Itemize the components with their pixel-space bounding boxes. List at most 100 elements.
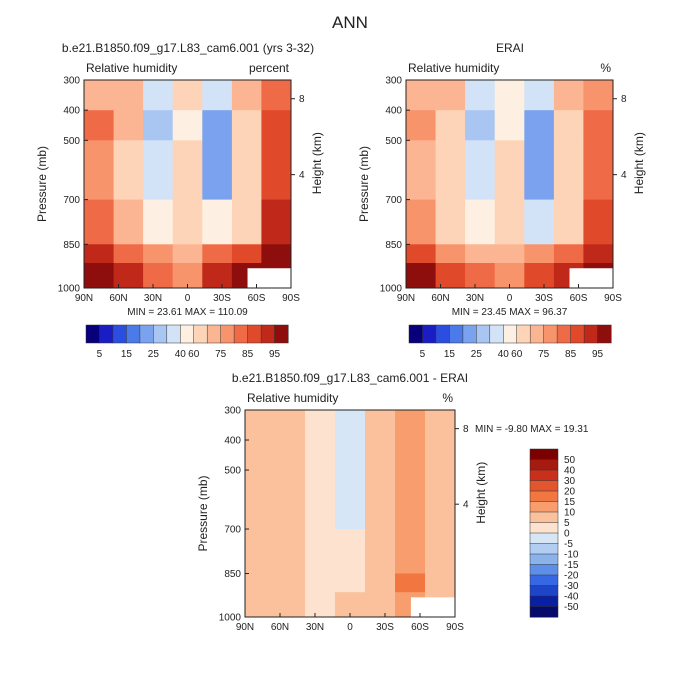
heatmap-cell [202, 199, 233, 245]
colorbar-swatch [220, 324, 235, 344]
colorbar-swatch [449, 324, 464, 344]
colorbar-swatch [529, 469, 559, 482]
heatmap-cell [524, 80, 555, 111]
heatmap-cell [524, 199, 555, 245]
colorbar-swatch [166, 324, 181, 344]
heatmap-cell [365, 529, 396, 574]
heatmap-cell [494, 110, 525, 141]
colorbar-label: 50 [564, 455, 576, 466]
colorbar-label: 20 [564, 487, 576, 498]
heatmap-cell [465, 199, 496, 245]
x-tick-label: 30N [306, 622, 324, 633]
topography-mask [410, 597, 455, 617]
heatmap-cell [261, 110, 291, 141]
heatmap-cell [524, 110, 555, 141]
colorbar-swatch [126, 324, 141, 344]
colorbar-label: -40 [564, 592, 579, 603]
y2-tick-label: 4 [299, 170, 305, 181]
heatmap-cell [435, 140, 466, 201]
heatmap-cell [275, 470, 306, 530]
colorbar-swatch [529, 553, 559, 566]
heatmap-cell [435, 199, 466, 245]
y-axis-title: Pressure (mb) [196, 475, 210, 551]
heatmap-cell [143, 199, 174, 245]
heatmap-cell [245, 529, 276, 574]
colorbar-label: 40 [498, 349, 510, 360]
x-tick-label: 60S [248, 293, 266, 304]
y-tick-label: 1000 [58, 284, 81, 295]
y-tick-label: 850 [63, 240, 80, 251]
heatmap-cell [494, 80, 525, 111]
colorbar-swatch [422, 324, 437, 344]
y-tick-label: 300 [63, 76, 80, 87]
heatmap-cell [172, 140, 203, 201]
heatmap-cell [245, 592, 276, 617]
panel-model: b.e21.B1850.f09_g17.L83_cam6.001 (yrs 3-… [35, 41, 324, 318]
colorbar-swatch [529, 574, 559, 587]
x-tick-label: 30N [466, 293, 484, 304]
colorbar-swatch [529, 448, 559, 461]
colorbar-label: -20 [564, 571, 579, 582]
heatmap-cell [583, 110, 613, 141]
x-tick-label: 0 [507, 293, 513, 304]
y2-tick-label: 8 [299, 94, 305, 105]
y-tick-label: 300 [385, 76, 402, 87]
colorbar-swatch [583, 324, 599, 344]
panel-obs: ERAI Relative humidity % 90N 60N 30N 0 30S 60S 90… [357, 41, 646, 318]
x-tick-label: 60N [271, 622, 289, 633]
y-tick-label: 700 [63, 195, 80, 206]
heatmap-cell [425, 410, 455, 441]
min-max-stats: MIN = 23.61 MAX = 110.09 [127, 307, 248, 318]
heatmap-cell [275, 410, 306, 441]
heatmap-cell [465, 80, 496, 111]
colorbar-swatch [529, 522, 559, 534]
colorbar-swatch [529, 490, 559, 503]
colorbar-swatch [529, 480, 559, 492]
y-tick-label: 500 [224, 466, 241, 477]
heatmap-cell [395, 440, 426, 471]
x-tick-label: 60S [570, 293, 588, 304]
heatmap-cell [84, 140, 115, 201]
colorbar-swatch [193, 324, 208, 344]
colorbar-label: 5 [97, 349, 103, 360]
heatmap-cell [84, 263, 115, 288]
y2-tick-label: 4 [621, 170, 627, 181]
colorbar-label: 15 [444, 349, 456, 360]
heatmap-cell [202, 263, 233, 288]
x-tick-label: 90S [282, 293, 300, 304]
y2-tick-label: 8 [621, 94, 627, 105]
heatmap-cell [395, 410, 426, 441]
colorbar-label: 95 [269, 349, 281, 360]
heatmap-cell [245, 410, 276, 441]
colorbar-swatch [529, 501, 559, 513]
heatmap-cell [172, 110, 203, 141]
x-tick-label: 90S [604, 293, 622, 304]
colorbar-label: -10 [564, 550, 579, 561]
x-tick-label: 30N [144, 293, 162, 304]
colorbar-swatch [476, 324, 491, 344]
colorbar-swatch [529, 595, 559, 608]
heatmap-cell [231, 80, 262, 111]
panel-field-label: Relative humidity [408, 61, 499, 75]
heatmap-cell [231, 140, 262, 201]
heatmap-cell [335, 592, 366, 617]
y-tick-label: 1000 [219, 613, 242, 624]
x-tick-label: 90S [446, 622, 464, 633]
panel-title: b.e21.B1850.f09_g17.L83_cam6.001 - ERAI [232, 371, 468, 385]
heatmap-cell [202, 140, 233, 201]
heatmap-cell [406, 263, 437, 288]
y2-tick-label: 8 [463, 424, 469, 435]
heatmap-cell [261, 80, 291, 111]
heatmap-cell [275, 592, 306, 617]
panel-field-label: Relative humidity [247, 391, 338, 405]
heatmap-cell [305, 529, 336, 574]
topography-mask [569, 268, 613, 288]
heatmap-cell [524, 140, 555, 201]
heatmap-cell [465, 263, 496, 288]
colorbar-swatch [233, 324, 249, 344]
y-tick-label: 400 [63, 106, 80, 117]
heatmap-cell [395, 529, 426, 574]
y-axis-title: Pressure (mb) [35, 146, 49, 222]
